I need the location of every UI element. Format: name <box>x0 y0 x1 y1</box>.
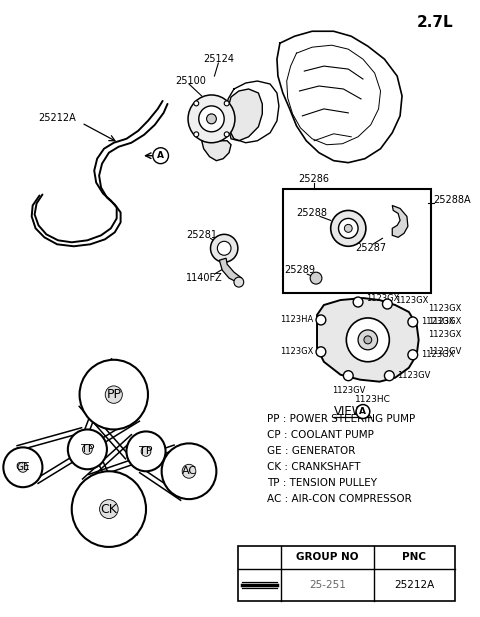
Circle shape <box>141 446 151 457</box>
Circle shape <box>105 386 122 404</box>
Text: 25288: 25288 <box>297 209 328 218</box>
Text: 1123GX: 1123GX <box>429 330 462 339</box>
Text: 1123GV: 1123GV <box>332 386 365 395</box>
Circle shape <box>310 272 322 284</box>
Text: 1123GX: 1123GX <box>366 294 399 302</box>
Circle shape <box>338 218 358 238</box>
Circle shape <box>162 444 216 499</box>
Circle shape <box>83 444 92 454</box>
Circle shape <box>353 297 363 307</box>
Text: 1123HC: 1123HC <box>355 395 391 404</box>
Circle shape <box>316 347 326 357</box>
Circle shape <box>358 330 378 350</box>
Circle shape <box>316 315 326 325</box>
Circle shape <box>224 132 229 137</box>
Circle shape <box>99 500 118 518</box>
Text: VIEW: VIEW <box>334 405 364 418</box>
Bar <box>238 546 455 601</box>
Circle shape <box>211 234 238 262</box>
Text: 1123GX: 1123GX <box>395 296 429 305</box>
Text: 1123GV: 1123GV <box>429 347 462 356</box>
Circle shape <box>80 360 148 429</box>
Text: 1123GX: 1123GX <box>420 317 454 326</box>
Text: TP: TP <box>139 446 153 457</box>
Text: TP: TP <box>81 444 94 454</box>
Polygon shape <box>202 141 231 160</box>
Circle shape <box>344 225 352 233</box>
Text: GROUP NO: GROUP NO <box>296 552 359 563</box>
Text: 25287: 25287 <box>355 243 386 253</box>
Circle shape <box>194 132 199 137</box>
Text: AC : AIR-CON COMPRESSOR: AC : AIR-CON COMPRESSOR <box>267 494 412 504</box>
Circle shape <box>343 371 353 381</box>
Text: A: A <box>157 151 164 160</box>
Text: GE: GE <box>15 462 30 472</box>
Circle shape <box>194 101 199 106</box>
Circle shape <box>188 95 235 143</box>
Text: 1123GX: 1123GX <box>420 350 454 359</box>
Circle shape <box>224 101 229 106</box>
Text: 1140FZ: 1140FZ <box>186 273 223 283</box>
Text: 25212A: 25212A <box>394 580 434 590</box>
Circle shape <box>72 471 146 547</box>
Bar <box>283 189 432 293</box>
Text: CP : COOLANT PUMP: CP : COOLANT PUMP <box>267 431 374 441</box>
Circle shape <box>364 336 372 344</box>
Polygon shape <box>392 205 408 238</box>
Text: PP: PP <box>106 388 121 401</box>
Circle shape <box>408 350 418 360</box>
Text: 25289: 25289 <box>284 265 315 275</box>
Text: 1123GX: 1123GX <box>429 304 462 312</box>
Circle shape <box>383 299 392 309</box>
Text: 25124: 25124 <box>203 54 234 64</box>
Text: TP : TENSION PULLEY: TP : TENSION PULLEY <box>267 478 377 488</box>
Circle shape <box>217 241 231 255</box>
Circle shape <box>347 318 389 362</box>
Circle shape <box>3 447 42 487</box>
Text: 25212A: 25212A <box>38 113 76 123</box>
Circle shape <box>126 431 166 471</box>
Circle shape <box>408 317 418 327</box>
Circle shape <box>356 405 370 418</box>
Circle shape <box>199 106 224 132</box>
Text: 2.7L: 2.7L <box>417 15 454 30</box>
Circle shape <box>153 147 168 164</box>
Text: GE : GENERATOR: GE : GENERATOR <box>267 446 356 457</box>
Text: 25281: 25281 <box>186 230 217 241</box>
Text: 1123GX: 1123GX <box>429 317 462 326</box>
Circle shape <box>331 210 366 246</box>
Text: A: A <box>360 407 366 416</box>
Circle shape <box>384 371 394 381</box>
Circle shape <box>68 429 107 470</box>
Circle shape <box>182 465 196 478</box>
Text: 1123GX: 1123GX <box>280 347 313 356</box>
Circle shape <box>234 277 244 287</box>
Text: 25288A: 25288A <box>433 196 471 205</box>
Polygon shape <box>317 298 419 382</box>
Text: 25286: 25286 <box>299 173 330 184</box>
Text: PP : POWER STEERING PUMP: PP : POWER STEERING PUMP <box>267 415 415 424</box>
Text: 25-251: 25-251 <box>309 580 346 590</box>
Circle shape <box>206 114 216 124</box>
Text: CK : CRANKSHAFT: CK : CRANKSHAFT <box>267 462 360 472</box>
Polygon shape <box>229 89 262 141</box>
Circle shape <box>18 462 28 472</box>
Text: 1123GV: 1123GV <box>397 371 431 380</box>
Text: PNC: PNC <box>402 552 426 563</box>
Text: 1123HA: 1123HA <box>280 315 313 325</box>
Text: 25100: 25100 <box>175 76 206 86</box>
Text: CK: CK <box>100 503 117 516</box>
Text: AC: AC <box>181 466 197 476</box>
Polygon shape <box>219 259 242 283</box>
